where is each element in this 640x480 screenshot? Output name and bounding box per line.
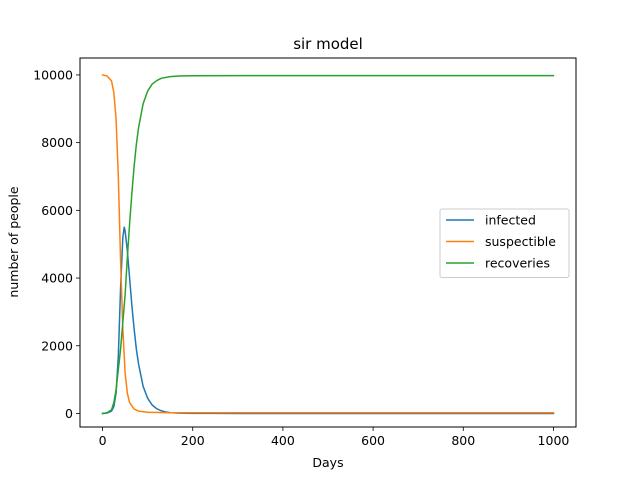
plot-area bbox=[79, 57, 577, 428]
x-tick-label: 1000 bbox=[538, 433, 570, 448]
y-axis-ticks: 0 2000 4000 6000 8000 10000 bbox=[33, 67, 80, 421]
series-line-suspectible bbox=[101, 74, 555, 414]
x-tick-label: 800 bbox=[451, 433, 475, 448]
x-tick-label: 200 bbox=[181, 433, 205, 448]
y-tick-label: 2000 bbox=[41, 338, 73, 353]
x-axis-label: Days bbox=[312, 455, 343, 470]
legend-box bbox=[439, 208, 570, 278]
legend-label-recoveries: recoveries bbox=[485, 256, 550, 271]
y-tick-label: 8000 bbox=[41, 135, 73, 150]
y-tick-label: 6000 bbox=[41, 203, 73, 218]
legend-label-infected: infected bbox=[485, 213, 536, 228]
x-tick-label: 400 bbox=[271, 433, 295, 448]
series-layer bbox=[101, 74, 555, 415]
x-tick-label: 600 bbox=[361, 433, 385, 448]
plot-frame bbox=[79, 57, 577, 428]
series-line-recoveries bbox=[101, 74, 555, 415]
legend-label-suspectible: suspectible bbox=[485, 234, 556, 249]
x-tick-label: 0 bbox=[99, 433, 107, 448]
y-tick-label: 0 bbox=[65, 406, 73, 421]
legend: infected suspectible recoveries bbox=[439, 208, 570, 278]
y-tick-label: 4000 bbox=[41, 271, 73, 286]
chart-title: sir model bbox=[293, 35, 363, 53]
y-tick-label: 10000 bbox=[33, 67, 73, 82]
y-axis-label: number of people bbox=[6, 186, 21, 297]
x-axis-ticks: 0 200 400 600 800 1000 bbox=[99, 427, 570, 448]
